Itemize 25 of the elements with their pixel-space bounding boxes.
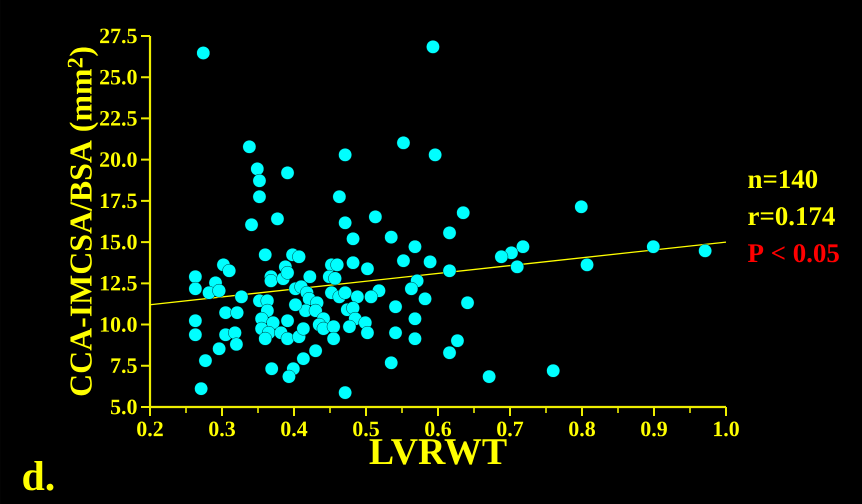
text: n=140: [748, 170, 818, 188]
y-tick-label: 22.5: [100, 111, 137, 126]
x-tick-label: 0.2: [137, 422, 163, 436]
y-tick-label: 10.0: [100, 317, 137, 332]
y-axis-title: CCA-IMCSA/BSA (mm$^{2}$): [68, 47, 98, 396]
y-tick-label: 27.5: [100, 28, 137, 44]
x-tick-label: 0.3: [209, 422, 235, 436]
y-tick-label: 17.5: [100, 193, 137, 208]
x-tick-label: 0.9: [641, 422, 667, 436]
y-tick-label: 5.0: [110, 400, 137, 414]
x-axis-title: LVRWT: [370, 439, 507, 465]
text: d.: [23, 460, 54, 491]
y-tick-label: 25.0: [100, 70, 137, 85]
y-tick-label: 12.5: [100, 276, 137, 291]
text: P < 0.05: [748, 244, 839, 262]
text: r=0.174: [748, 207, 835, 226]
x-tick-label: 0.8: [569, 422, 595, 436]
x-tick-label: 0.4: [281, 422, 308, 436]
x-tick-label: 0.7: [497, 422, 524, 436]
y-tick-label: 15.0: [100, 234, 137, 250]
y-tick-label: 20.0: [100, 152, 137, 168]
x-tick-label: 0.5: [353, 422, 379, 436]
y-tick-label: 7.5: [111, 358, 137, 374]
x-tick-label: 1.0: [714, 422, 739, 436]
x-tick-label: 0.6: [425, 422, 452, 436]
